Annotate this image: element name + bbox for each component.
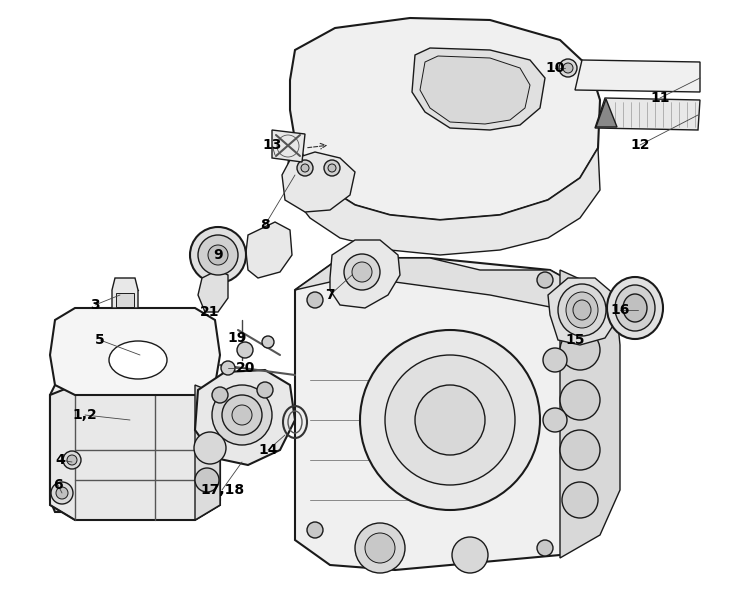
- Circle shape: [324, 160, 340, 176]
- Circle shape: [56, 487, 68, 499]
- Circle shape: [559, 59, 577, 77]
- Circle shape: [560, 330, 600, 370]
- Text: 7: 7: [325, 288, 335, 302]
- Circle shape: [543, 348, 567, 372]
- Text: 21: 21: [200, 305, 220, 319]
- Polygon shape: [246, 222, 292, 278]
- Circle shape: [452, 537, 488, 573]
- Text: 1,2: 1,2: [72, 408, 98, 422]
- Circle shape: [63, 451, 81, 469]
- Circle shape: [562, 482, 598, 518]
- Text: 19: 19: [227, 331, 247, 345]
- Circle shape: [543, 408, 567, 432]
- Polygon shape: [595, 98, 700, 130]
- Text: 3: 3: [90, 298, 100, 312]
- Ellipse shape: [573, 300, 591, 320]
- Ellipse shape: [558, 284, 606, 336]
- Circle shape: [560, 430, 600, 470]
- Text: 10: 10: [545, 61, 565, 75]
- Polygon shape: [295, 258, 615, 570]
- Circle shape: [355, 523, 405, 573]
- Text: 14: 14: [259, 443, 278, 457]
- Circle shape: [208, 245, 228, 265]
- Polygon shape: [272, 130, 305, 162]
- Circle shape: [344, 254, 380, 290]
- Circle shape: [237, 342, 253, 358]
- Polygon shape: [50, 385, 220, 512]
- Circle shape: [67, 455, 77, 465]
- Circle shape: [307, 522, 323, 538]
- Circle shape: [257, 382, 273, 398]
- Circle shape: [537, 540, 553, 556]
- Polygon shape: [290, 18, 600, 220]
- Polygon shape: [575, 60, 700, 92]
- Polygon shape: [560, 270, 620, 558]
- Polygon shape: [288, 140, 600, 255]
- Text: 6: 6: [53, 478, 63, 492]
- Text: 12: 12: [630, 138, 650, 152]
- Text: 4: 4: [55, 453, 65, 467]
- Circle shape: [190, 227, 246, 283]
- Circle shape: [297, 160, 313, 176]
- Ellipse shape: [607, 277, 663, 339]
- Polygon shape: [112, 278, 138, 308]
- Circle shape: [198, 235, 238, 275]
- Polygon shape: [195, 385, 220, 520]
- Text: 15: 15: [565, 333, 585, 347]
- Circle shape: [365, 533, 395, 563]
- Circle shape: [222, 395, 262, 435]
- Polygon shape: [330, 240, 400, 308]
- Polygon shape: [420, 56, 530, 124]
- Circle shape: [352, 262, 372, 282]
- Polygon shape: [282, 152, 355, 212]
- Polygon shape: [198, 270, 228, 312]
- Ellipse shape: [623, 294, 647, 322]
- Circle shape: [195, 468, 219, 492]
- Polygon shape: [295, 258, 615, 340]
- Polygon shape: [412, 48, 545, 130]
- Circle shape: [385, 355, 515, 485]
- Ellipse shape: [566, 292, 598, 328]
- Circle shape: [360, 330, 540, 510]
- Circle shape: [537, 272, 553, 288]
- Polygon shape: [195, 370, 295, 465]
- Circle shape: [232, 405, 252, 425]
- Circle shape: [194, 432, 226, 464]
- Polygon shape: [50, 385, 220, 520]
- Circle shape: [301, 164, 309, 172]
- Ellipse shape: [109, 341, 167, 379]
- Text: 5: 5: [95, 333, 105, 347]
- Text: 17,18: 17,18: [200, 483, 244, 497]
- Text: 13: 13: [262, 138, 282, 152]
- Circle shape: [262, 336, 274, 348]
- Circle shape: [212, 385, 272, 445]
- Text: 20: 20: [236, 361, 256, 375]
- Text: 8: 8: [260, 218, 270, 232]
- Polygon shape: [548, 278, 618, 345]
- Text: 16: 16: [610, 303, 630, 317]
- Circle shape: [51, 482, 73, 504]
- Circle shape: [560, 380, 600, 420]
- Circle shape: [328, 164, 336, 172]
- Circle shape: [415, 385, 485, 455]
- Polygon shape: [50, 308, 220, 395]
- Circle shape: [221, 361, 235, 375]
- Ellipse shape: [615, 285, 655, 331]
- Text: 11: 11: [650, 91, 670, 105]
- Circle shape: [212, 387, 228, 403]
- Circle shape: [563, 63, 573, 73]
- Text: 9: 9: [213, 248, 223, 262]
- Polygon shape: [116, 293, 134, 307]
- Circle shape: [307, 292, 323, 308]
- Polygon shape: [596, 99, 617, 127]
